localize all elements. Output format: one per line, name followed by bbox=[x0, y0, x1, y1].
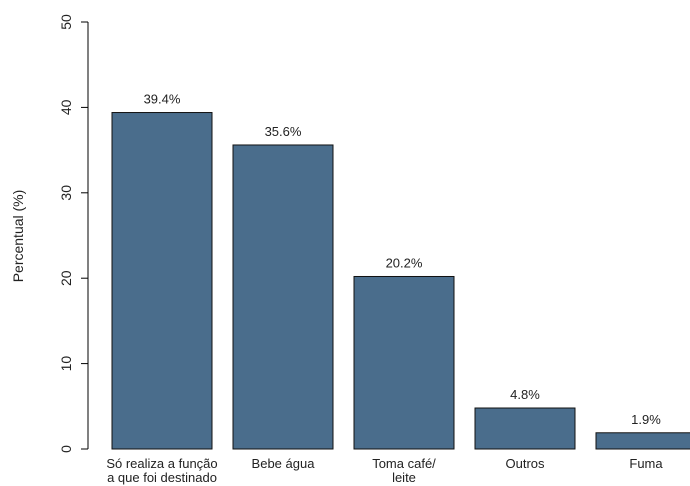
y-tick-label: 0 bbox=[58, 445, 74, 453]
y-tick-label: 40 bbox=[58, 99, 74, 115]
category-label: Outros bbox=[505, 456, 545, 471]
bar-value-label: 35.6% bbox=[265, 124, 302, 139]
y-axis: 0 10 20 30 40 50 bbox=[58, 14, 89, 453]
bar-value-label: 39.4% bbox=[144, 92, 181, 107]
y-axis-title: Percentual (%) bbox=[10, 190, 26, 283]
bar bbox=[595, 432, 690, 450]
bar bbox=[474, 407, 576, 450]
category-label: Toma café/leite bbox=[372, 456, 436, 485]
bar-value-labels: 39.4% 35.6% 20.2% 4.8% 1.9% bbox=[144, 92, 662, 427]
bar bbox=[353, 275, 455, 450]
y-tick-label: 20 bbox=[58, 270, 74, 286]
category-label: Só realiza a função a que foi destinado bbox=[106, 456, 217, 485]
bar bbox=[232, 144, 334, 450]
category-label: Bebe água bbox=[252, 456, 316, 471]
bar bbox=[111, 112, 213, 450]
y-tick-label: 30 bbox=[58, 185, 74, 201]
y-tick-label: 50 bbox=[58, 14, 74, 30]
bar-value-label: 1.9% bbox=[631, 412, 661, 427]
y-tick-label: 10 bbox=[58, 356, 74, 372]
category-label: Fuma bbox=[629, 456, 663, 471]
bars bbox=[111, 112, 690, 450]
bar-value-label: 4.8% bbox=[510, 387, 540, 402]
category-labels: Só realiza a função a que foi destinado Be… bbox=[106, 456, 663, 485]
bar-value-label: 20.2% bbox=[386, 255, 423, 270]
